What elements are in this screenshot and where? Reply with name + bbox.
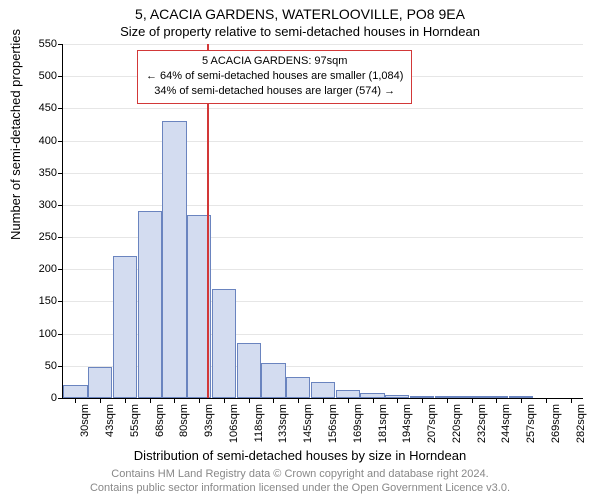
x-tick-label: 43sqm [104,404,116,437]
footer-line2: Contains public sector information licen… [0,482,600,496]
x-tick-label: 55sqm [129,404,141,437]
histogram-bar [162,121,186,398]
y-tick [58,334,63,335]
footer-line1: Contains HM Land Registry data © Crown c… [0,468,600,482]
x-tick-label: 282sqm [575,404,587,443]
y-tick [58,173,63,174]
x-tick [422,398,423,403]
chart-title-line2: Size of property relative to semi-detach… [0,24,600,39]
annotation-line2: ← 64% of semi-detached houses are smalle… [146,69,403,84]
x-tick-label: 207sqm [426,404,438,443]
x-tick [496,398,497,403]
y-tick [58,301,63,302]
x-tick [323,398,324,403]
x-tick [348,398,349,403]
y-tick [58,44,63,45]
y-tick-label: 300 [39,199,57,211]
annotation-line1: 5 ACACIA GARDENS: 97sqm [146,54,403,69]
histogram-bar [212,289,236,398]
y-tick [58,237,63,238]
y-tick-label: 400 [39,135,57,147]
histogram-bar [311,382,335,398]
x-tick [273,398,274,403]
gridline [63,44,583,45]
x-tick [546,398,547,403]
histogram-bar [336,390,360,398]
x-tick [199,398,200,403]
x-tick [472,398,473,403]
x-tick-label: 194sqm [401,404,413,443]
x-tick-label: 133sqm [277,404,289,443]
x-tick-label: 156sqm [327,404,339,443]
histogram-bar [113,256,137,398]
x-tick-label: 118sqm [253,404,265,442]
histogram-bar [237,343,261,398]
x-tick-label: 269sqm [550,404,562,443]
gridline [63,173,583,174]
chart-title-line1: 5, ACACIA GARDENS, WATERLOOVILLE, PO8 9E… [0,6,600,22]
x-tick [397,398,398,403]
gridline [63,108,583,109]
annotation-line3: 34% of semi-detached houses are larger (… [146,84,403,99]
x-tick [298,398,299,403]
x-tick-label: 169sqm [352,404,364,443]
x-tick [174,398,175,403]
x-tick-label: 80sqm [178,404,190,437]
y-tick [58,141,63,142]
annotation-box: 5 ACACIA GARDENS: 97sqm ← 64% of semi-de… [137,50,412,104]
y-tick-label: 550 [39,38,57,50]
x-tick [249,398,250,403]
gridline [63,205,583,206]
x-tick [100,398,101,403]
x-tick [373,398,374,403]
x-axis-label: Distribution of semi-detached houses by … [0,448,600,463]
x-tick-label: 30sqm [79,404,91,437]
histogram-bar [63,385,87,398]
x-tick-label: 181sqm [377,404,389,443]
plot-area: 05010015020025030035040045050055030sqm43… [62,44,583,399]
x-tick [447,398,448,403]
x-tick [150,398,151,403]
y-tick [58,108,63,109]
y-tick-label: 200 [39,263,57,275]
x-tick-label: 93sqm [203,404,215,437]
x-tick-label: 232sqm [476,404,488,443]
y-tick [58,398,63,399]
x-tick-label: 244sqm [500,404,512,443]
x-tick-label: 145sqm [302,404,314,443]
x-tick [521,398,522,403]
x-tick-label: 68sqm [154,404,166,437]
footer-attribution: Contains HM Land Registry data © Crown c… [0,468,600,496]
histogram-bar [261,363,285,398]
histogram-bar [286,377,310,398]
histogram-bar [88,367,112,398]
x-tick [224,398,225,403]
y-tick-label: 100 [39,328,57,340]
y-tick [58,205,63,206]
x-tick [125,398,126,403]
y-tick-label: 250 [39,231,57,243]
x-tick [571,398,572,403]
y-tick-label: 0 [51,392,57,404]
y-tick-label: 350 [39,167,57,179]
histogram-bar [138,211,162,398]
y-tick [58,269,63,270]
x-tick [75,398,76,403]
y-tick-label: 450 [39,102,57,114]
y-tick [58,366,63,367]
x-tick-label: 257sqm [525,404,537,443]
y-tick [58,76,63,77]
x-tick-label: 106sqm [228,404,240,443]
gridline [63,141,583,142]
y-axis-label: Number of semi-detached properties [8,29,23,240]
y-tick-label: 150 [39,295,57,307]
x-tick-label: 220sqm [451,404,463,443]
y-tick-label: 50 [45,360,57,372]
y-tick-label: 500 [39,70,57,82]
